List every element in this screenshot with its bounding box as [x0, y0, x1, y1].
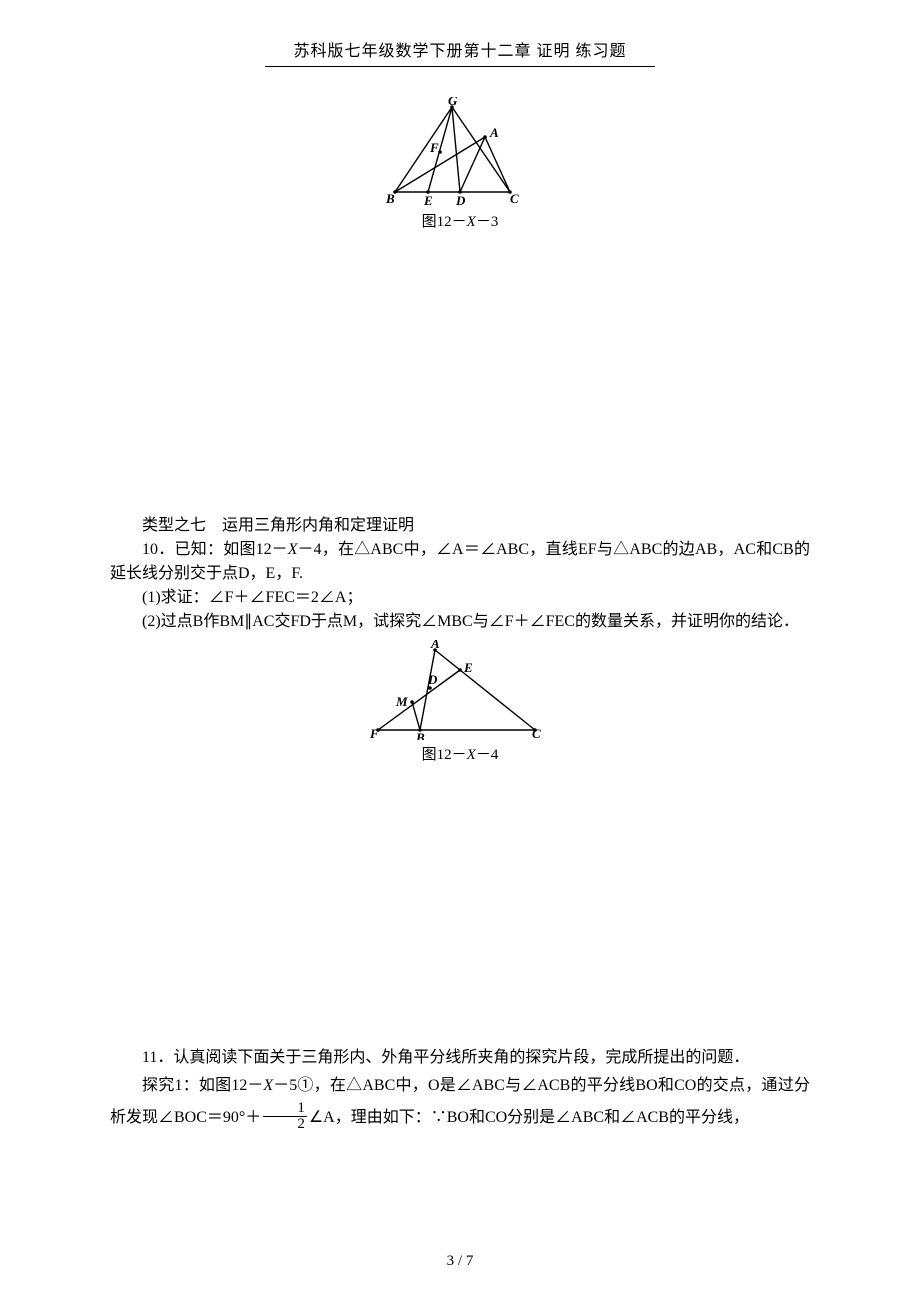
fig1-label-d: D	[455, 193, 466, 207]
header-underline	[265, 66, 655, 67]
q10-l1-a: 10．已知：如图12－	[142, 541, 288, 558]
q11-line1: 11．认真阅读下面关于三角形内、外角平分线所夹角的探究片段，完成所提出的问题．	[110, 1046, 810, 1070]
spacer-1	[110, 254, 810, 514]
q10-line3: (2)过点B作BM∥AC交FD于点M，试探究∠MBC与∠F＋∠FEC的数量关系，…	[110, 610, 810, 634]
fig2-label-m: M	[395, 694, 408, 709]
section-7: 类型之七 运用三角形内角和定理证明 10．已知：如图12－X－4，在△ABC中，…	[110, 514, 810, 634]
q10-l1-var: X	[288, 541, 298, 558]
figure1-svg: G A F B E D C	[380, 97, 540, 207]
figure2-caption: 图12－X－4	[110, 744, 810, 767]
fig2-label-c: C	[532, 726, 541, 740]
fig2-label-f: F	[370, 726, 379, 740]
fig1-label-b: B	[385, 191, 395, 206]
q10-line1: 10．已知：如图12－X－4，在△ABC中，∠A＝∠ABC，直线EF与△ABC的…	[110, 538, 810, 586]
q10-line2: (1)求证：∠F＋∠FEC＝2∠A；	[110, 586, 810, 610]
fig1-label-g: G	[448, 97, 458, 108]
fig2-label-d: D	[427, 672, 438, 687]
fig2-cap-b: －4	[476, 747, 499, 763]
fig1-label-e: E	[423, 193, 433, 207]
q11-fraction: 12	[263, 1101, 307, 1132]
fig2-label-b: B	[415, 730, 425, 740]
fig2-label-e: E	[463, 660, 473, 675]
fig1-label-f: F	[429, 140, 439, 155]
page-header: 苏科版七年级数学下册第十二章 证明 练习题	[110, 40, 810, 64]
fig1-cap-a: 图12－	[422, 214, 467, 230]
fig1-label-c: C	[510, 191, 519, 206]
section7-heading: 类型之七 运用三角形内角和定理证明	[110, 514, 810, 538]
fig2-label-a: A	[430, 640, 440, 651]
q11-l2-var: X	[263, 1077, 273, 1094]
fig2-cap-var: X	[467, 747, 476, 763]
fig1-cap-b: －3	[476, 214, 499, 230]
page: 苏科版七年级数学下册第十二章 证明 练习题	[0, 0, 920, 1302]
fig1-cap-var: X	[467, 214, 476, 230]
q11-frac-num: 1	[263, 1101, 307, 1117]
q11-frac-den: 2	[263, 1117, 307, 1132]
figure1-caption: 图12－X－3	[110, 211, 810, 234]
figure2-svg: A E D M F B C	[370, 640, 550, 740]
q11-l2-a: 探究1：如图12－	[142, 1077, 263, 1094]
q11-line2: 探究1：如图12－X－5①，在△ABC中，O是∠ABC与∠ACB的平分线BO和C…	[110, 1070, 810, 1134]
spacer-2	[110, 786, 810, 1046]
page-number: 3 / 7	[0, 1250, 920, 1273]
fig1-label-a: A	[489, 125, 499, 140]
fig2-cap-a: 图12－	[422, 747, 467, 763]
question-11: 11．认真阅读下面关于三角形内、外角平分线所夹角的探究片段，完成所提出的问题． …	[110, 1046, 810, 1134]
figure-12-x-3: G A F B E D C 图12－X－3	[110, 97, 810, 234]
q11-l2-c: ∠A，理由如下：∵BO和CO分别是∠ABC和∠ACB的平分线，	[309, 1109, 749, 1126]
header-title: 苏科版七年级数学下册第十二章 证明 练习题	[293, 43, 626, 60]
figure-12-x-4: A E D M F B C 图12－X－4	[110, 640, 810, 767]
